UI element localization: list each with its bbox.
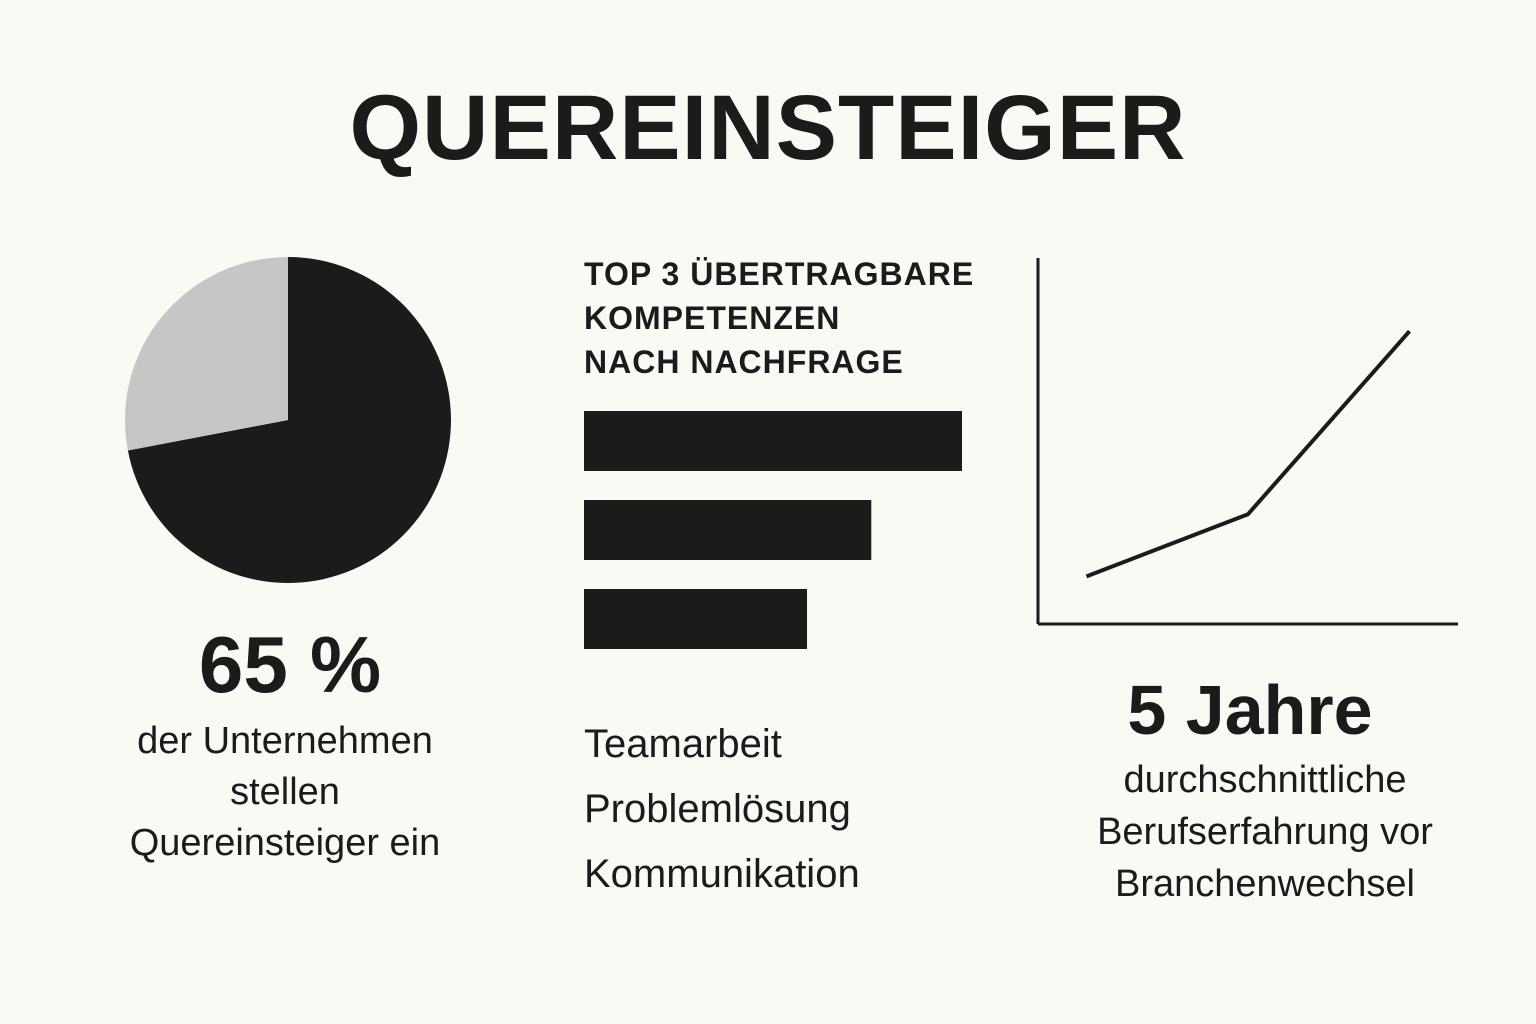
skill-item-teamarbeit: Teamarbeit (584, 722, 782, 766)
line-caption: durchschnittliche Berufserfahrung vor Br… (1050, 754, 1480, 910)
bar (584, 411, 962, 471)
line-chart (1036, 258, 1458, 626)
pie-caption-line: der Unternehmen (137, 720, 433, 762)
bar-chart (584, 411, 962, 649)
pie-caption: der Unternehmen stellen Quereinsteiger e… (70, 716, 500, 869)
line-caption-line: Berufserfahrung vor (1097, 811, 1433, 853)
pie-slice (127, 257, 451, 583)
pie-slice (124, 257, 288, 451)
bar-heading-line: TOP 3 ÜBERTRAGBARE (584, 256, 975, 292)
bar-chart-heading: TOP 3 ÜBERTRAGBARE KOMPETENZEN NACH NACH… (584, 252, 1024, 384)
skill-list: Teamarbeit Problemlösung Kommunikation (584, 712, 984, 907)
skill-item-problemloesung: Problemlösung (584, 787, 851, 831)
series-line (1085, 329, 1411, 579)
page-title: QUEREINSTEIGER (349, 77, 1187, 179)
line-caption-line: durchschnittliche (1123, 759, 1407, 801)
bar-heading-line: NACH NACHFRAGE (584, 344, 904, 380)
pie-caption-line: Quereinsteiger ein (129, 822, 441, 864)
pie-caption-line: stellen (230, 771, 340, 813)
bar (584, 589, 808, 649)
bar (584, 500, 872, 560)
pie-chart (124, 257, 451, 583)
line-stat-value: 5 Jahre (1127, 671, 1373, 749)
bar-heading-line: KOMPETENZEN (584, 300, 841, 336)
skill-item-kommunikation: Kommunikation (584, 852, 860, 896)
line-caption-line: Branchenwechsel (1115, 863, 1415, 905)
pie-stat-value: 65 % (198, 620, 382, 709)
